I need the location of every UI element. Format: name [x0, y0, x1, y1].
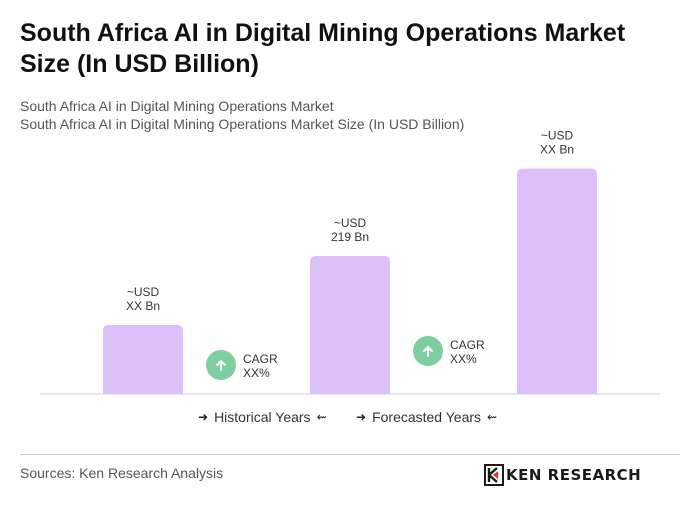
chart-subtitle: South Africa AI in Digital Mining Operat… [20, 98, 334, 114]
bar-3 [517, 168, 597, 394]
bar-1-label-line1: ~USD [127, 285, 160, 299]
arrow-right-icon: ➜ [356, 410, 367, 424]
ken-research-logo: KEN RESEARCH [484, 462, 641, 488]
chart-subtitle-secondary: South Africa AI in Digital Mining Operat… [20, 116, 465, 132]
legend-forecasted-label: Forecasted Years [372, 409, 482, 425]
cagr-1-label-line2: XX% [243, 366, 270, 380]
footer-divider [20, 454, 680, 455]
bar-3-label-line1: ~USD [541, 129, 574, 143]
logo-text: KEN RESEARCH [506, 466, 642, 484]
bar-2 [310, 256, 390, 394]
arrow-up-icon [423, 345, 433, 357]
cagr-2-label-line1: CAGR [450, 338, 485, 352]
bar-1 [103, 325, 183, 394]
legend-forecasted: ➜ Forecasted Years ⇜ [356, 409, 497, 425]
ken-logo-mark-icon [484, 464, 504, 486]
cagr-2-label-line2: XX% [450, 352, 477, 366]
legend-historical: ➜ Historical Years ⇜ [198, 409, 327, 425]
legend-historical-label: Historical Years [214, 409, 311, 425]
bar-2-label-line2: 219 Bn [331, 230, 369, 244]
arrow-right-icon: ➜ [198, 410, 209, 424]
source-note: Sources: Ken Research Analysis [20, 465, 224, 481]
cagr-1-label-line1: CAGR [243, 352, 278, 366]
arrow-up-icon [216, 359, 226, 371]
arrow-left-icon: ⇜ [316, 410, 327, 424]
chart-title: South Africa AI in Digital Mining Operat… [20, 19, 626, 78]
arrow-left-icon: ⇜ [487, 410, 498, 424]
bar-1-label-line2: XX Bn [126, 299, 160, 313]
bar-2-label-line1: ~USD [334, 216, 367, 230]
bar-3-label-line2: XX Bn [540, 143, 574, 157]
